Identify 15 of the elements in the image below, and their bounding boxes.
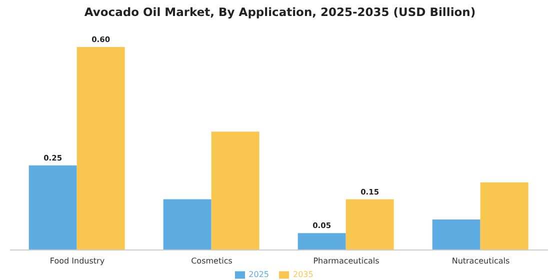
bar (163, 199, 212, 250)
bar (76, 47, 125, 250)
legend-label: 2035 (293, 270, 314, 280)
bar (211, 132, 260, 250)
bar (480, 182, 528, 250)
bar (28, 165, 77, 250)
x-tick-label: Cosmetics (191, 256, 232, 266)
bar (298, 233, 346, 250)
legend-label: 2025 (248, 270, 269, 280)
bar (346, 199, 394, 250)
x-tick-label: Food Industry (50, 256, 105, 266)
bar (432, 220, 480, 250)
chart-title: Avocado Oil Market, By Application, 2025-2035 (USD Billion) (83, 4, 477, 21)
x-tick-label: Nutraceuticals (452, 256, 510, 266)
x-tick-label: Pharmaceuticals (313, 256, 380, 266)
